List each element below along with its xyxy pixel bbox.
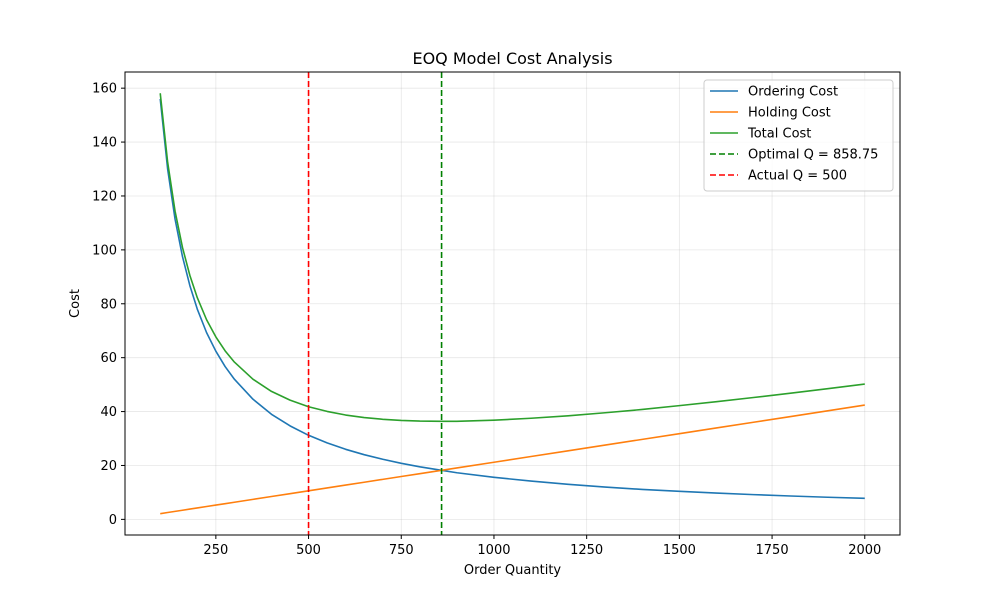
x-axis-label: Order Quantity <box>464 563 562 578</box>
legend-box <box>703 79 894 192</box>
y-tick-label: 80 <box>100 297 117 312</box>
x-tick-label: 1250 <box>570 543 603 558</box>
y-tick-label: 40 <box>100 405 117 420</box>
y-tick-label: 0 <box>109 513 117 528</box>
x-tick-label: 750 <box>389 543 414 558</box>
y-tick-label: 120 <box>92 189 117 204</box>
series-line-ordering-cost <box>159 98 865 500</box>
x-tick-label: 2000 <box>848 543 881 558</box>
x-axis-ticks: 250 500 750 1000 1250 1500 1750 2000 <box>203 535 881 558</box>
plot-area <box>159 72 865 535</box>
legend-label: Ordering Cost <box>748 85 838 100</box>
x-tick-label: 1500 <box>663 543 696 558</box>
legend-label: Holding Cost <box>748 106 831 121</box>
x-tick-label: 1750 <box>756 543 789 558</box>
chart-title: EOQ Model Cost Analysis <box>412 49 612 68</box>
y-axis-ticks: 0 20 40 60 80 100 120 140 160 <box>92 82 125 528</box>
y-tick-label: 100 <box>92 243 117 258</box>
legend-label: Optimal Q = 858.75 <box>748 148 878 163</box>
y-tick-label: 20 <box>100 459 117 474</box>
x-tick-label: 500 <box>296 543 321 558</box>
y-tick-label: 160 <box>92 82 117 97</box>
legend: Ordering Cost Holding Cost Total Cost Optim… <box>703 79 894 192</box>
y-tick-label: 140 <box>92 136 117 151</box>
legend-label: Total Cost <box>747 127 811 142</box>
y-tick-label: 60 <box>100 351 117 366</box>
series-line-holding-cost <box>160 404 865 515</box>
series-line-total-cost <box>159 93 865 423</box>
legend-label: Actual Q = 500 <box>748 169 847 184</box>
x-tick-label: 1000 <box>477 543 510 558</box>
x-tick-label: 250 <box>203 543 228 558</box>
y-axis-label: Cost <box>68 289 83 318</box>
